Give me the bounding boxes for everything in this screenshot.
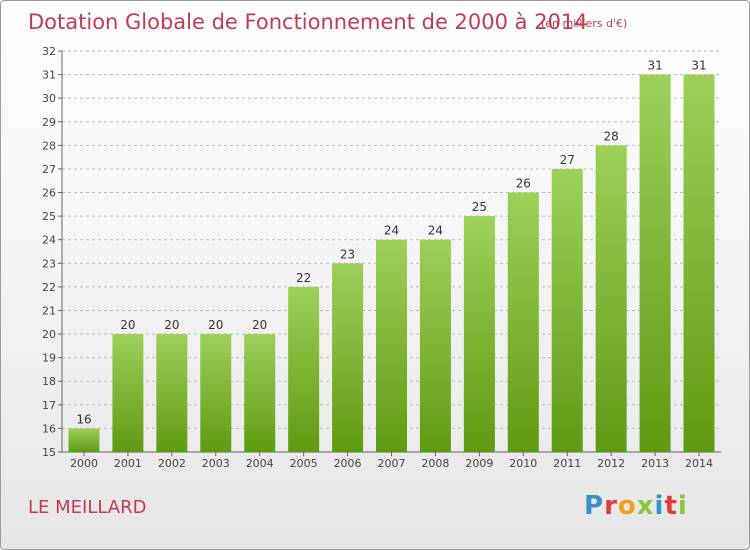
data-label: 20 — [120, 318, 135, 332]
bar — [419, 239, 451, 452]
x-tick-label: 2012 — [597, 457, 625, 470]
y-tick-label: 23 — [42, 257, 56, 270]
y-tick-label: 32 — [42, 45, 56, 58]
data-label: 28 — [604, 129, 619, 143]
logo-letter: t — [664, 491, 678, 521]
x-tick-label: 2001 — [114, 457, 142, 470]
logo-letter: x — [636, 491, 655, 521]
logo-letter: i — [677, 491, 688, 521]
bar — [112, 334, 144, 452]
y-tick-label: 20 — [42, 328, 56, 341]
y-tick-label: 18 — [42, 375, 56, 388]
y-tick-label: 27 — [42, 163, 56, 176]
bar — [376, 239, 407, 452]
y-tick-label: 22 — [42, 281, 56, 294]
data-label: 31 — [647, 59, 662, 73]
y-tick-label: 19 — [42, 352, 56, 365]
x-tick-label: 2003 — [202, 457, 230, 470]
x-tick-label: 2008 — [421, 457, 449, 470]
chart-subtitle: (en milliers d'€) — [541, 17, 628, 30]
y-tick-label: 24 — [42, 234, 56, 247]
y-tick-label: 17 — [42, 399, 56, 412]
bar — [288, 286, 320, 452]
bar — [244, 334, 276, 452]
data-label: 24 — [384, 224, 399, 238]
data-label: 22 — [296, 271, 311, 285]
y-tick-label: 29 — [42, 116, 56, 129]
data-label: 20 — [164, 318, 179, 332]
y-tick-label: 21 — [42, 304, 56, 317]
bar — [683, 74, 715, 453]
y-tick-label: 25 — [42, 210, 56, 223]
data-label: 25 — [472, 200, 487, 214]
commune-name: LE MEILLARD — [28, 497, 147, 518]
x-tick-label: 2014 — [685, 457, 713, 470]
bar — [156, 334, 188, 452]
x-tick-label: 2005 — [290, 457, 318, 470]
x-tick-label: 2013 — [641, 457, 669, 470]
x-tick-label: 2011 — [553, 457, 581, 470]
y-tick-label: 16 — [42, 422, 56, 435]
data-label: 20 — [252, 318, 267, 332]
x-tick-label: 2007 — [378, 457, 406, 470]
data-label: 31 — [691, 59, 706, 73]
y-tick-label: 30 — [42, 92, 56, 105]
logo-letter: P — [584, 491, 605, 521]
proxiti-logo: Proxiti — [584, 491, 688, 521]
x-tick-label: 2000 — [70, 457, 98, 470]
logo-letter: o — [617, 491, 637, 521]
y-tick-label: 31 — [42, 69, 56, 82]
x-tick-label: 2006 — [334, 457, 362, 470]
data-label: 26 — [516, 177, 531, 191]
x-tick-label: 2002 — [158, 457, 186, 470]
data-label: 23 — [340, 247, 355, 261]
data-label: 20 — [208, 318, 223, 332]
data-label: 24 — [428, 224, 443, 238]
bar — [639, 74, 671, 453]
bar — [595, 145, 627, 452]
y-tick-label: 28 — [42, 139, 56, 152]
x-tick-label: 2009 — [465, 457, 493, 470]
x-tick-label: 2004 — [246, 457, 274, 470]
bar — [551, 168, 583, 453]
logo-letter: r — [604, 491, 618, 521]
data-label: 16 — [76, 412, 91, 426]
bar — [200, 334, 232, 452]
logo-letter: i — [654, 491, 665, 521]
data-label: 27 — [560, 153, 575, 167]
bar — [463, 216, 495, 452]
y-tick-label: 15 — [42, 446, 56, 459]
bar — [332, 263, 364, 452]
bar — [68, 428, 100, 452]
chart-title: Dotation Globale de Fonctionnement de 20… — [28, 10, 588, 34]
y-tick-label: 26 — [42, 187, 56, 200]
bar — [507, 192, 539, 452]
x-tick-label: 2010 — [509, 457, 537, 470]
